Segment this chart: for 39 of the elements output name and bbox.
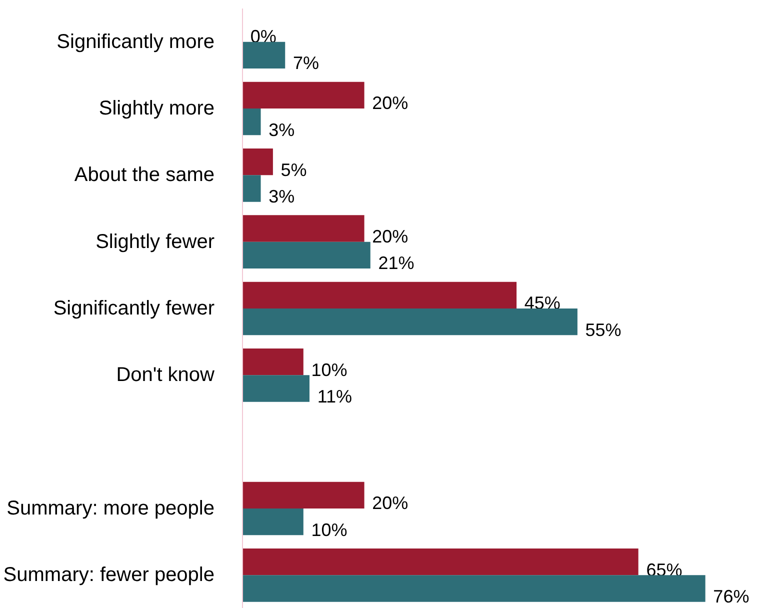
y-tick-label: Summary: fewer people — [3, 564, 214, 586]
data-label: 10% — [311, 360, 348, 380]
y-tick-label: Significantly fewer — [53, 298, 215, 320]
bar — [242, 348, 304, 376]
data-label: 0% — [250, 26, 276, 46]
bar — [242, 175, 261, 202]
data-label: 10% — [311, 520, 348, 540]
data-label: 21% — [378, 253, 414, 274]
data-label: 65% — [646, 560, 682, 580]
y-tick-label: Summary: more people — [6, 498, 215, 520]
data-label: 45% — [524, 293, 560, 314]
bar — [242, 482, 364, 508]
bar — [242, 282, 517, 308]
y-tick-label: About the same — [74, 164, 215, 186]
bar — [242, 42, 286, 68]
bar — [242, 375, 310, 402]
y-tick-label: Slightly more — [98, 98, 215, 120]
bar — [242, 508, 304, 536]
data-label: 76% — [713, 586, 750, 606]
data-label: 3% — [268, 186, 295, 206]
bar — [242, 575, 706, 602]
data-label: 55% — [585, 320, 622, 340]
bar — [242, 548, 638, 576]
y-tick-label: Slightly fewer — [96, 230, 215, 253]
data-label: 20% — [372, 226, 408, 246]
data-label: 11% — [317, 386, 352, 406]
bar — [242, 215, 364, 242]
bar — [242, 108, 261, 136]
data-label: 5% — [280, 160, 307, 180]
data-label: 3% — [268, 120, 295, 140]
bar — [242, 148, 273, 176]
bar — [242, 308, 578, 336]
y-tick-label: Don't know — [116, 364, 216, 386]
y-tick-label: Significantly more — [56, 30, 214, 53]
data-label: 7% — [292, 53, 319, 74]
bar — [242, 242, 370, 268]
bar — [242, 82, 364, 108]
data-label: 20% — [372, 493, 408, 514]
data-label: 20% — [372, 93, 408, 114]
